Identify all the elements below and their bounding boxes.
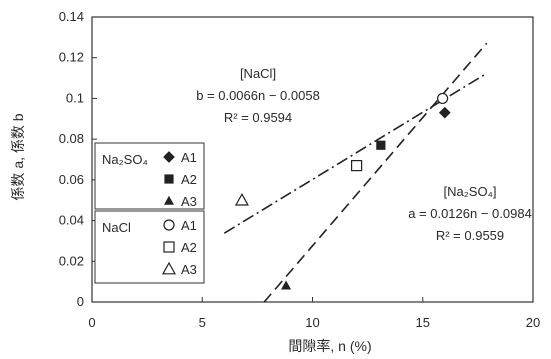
legend-marker <box>161 261 177 275</box>
x-axis-label: 間隙率, n (%) <box>288 338 371 354</box>
legend-marker <box>163 219 175 231</box>
x-tick-label: 20 <box>526 315 540 330</box>
x-tick-label: 15 <box>416 315 430 330</box>
data-point <box>234 192 249 206</box>
data-point <box>281 280 292 290</box>
fit-lines <box>223 42 488 303</box>
legend-marker <box>163 151 175 163</box>
data-point <box>436 92 449 105</box>
y-tick-label: 0.1 <box>66 90 84 105</box>
annotation-na2so4-line: [Na₂SO₄] <box>444 184 497 199</box>
legend-box <box>94 142 205 210</box>
x-tick-label: 0 <box>88 315 95 330</box>
y-tick-label: 0.08 <box>59 131 84 146</box>
annotation-na2so4-line: a = 0.0126n − 0.0984 <box>408 206 532 221</box>
annotation-nacl-line: b = 0.0066n − 0.0058 <box>196 88 320 103</box>
legend-marker <box>163 195 175 205</box>
y-tick-label: 0.04 <box>59 213 84 228</box>
data-points <box>234 92 451 290</box>
y-tick-label: 0.02 <box>59 253 84 268</box>
legend-label: A1 <box>181 150 197 165</box>
ticks: 0 5 10 15 20 0 0.02 0.04 0.06 0.08 0.1 0.12 0.14 <box>59 9 541 330</box>
x-tick-label: 10 <box>305 315 319 330</box>
y-tick-label: 0.12 <box>59 50 84 65</box>
data-point <box>351 160 363 172</box>
data-point <box>376 140 386 150</box>
annotations: [NaCl] b = 0.0066n − 0.0058 R² = 0.9594 [Na… <box>196 66 532 243</box>
y-axis-label: 係数 a, 係数 b <box>10 113 26 200</box>
legend-box <box>94 210 205 284</box>
x-tick-label: 5 <box>199 315 206 330</box>
y-tick-label: 0.06 <box>59 172 84 187</box>
legend-label: A3 <box>181 262 197 277</box>
legend-group-name: NaCl <box>102 220 131 235</box>
legend-label: A2 <box>181 172 197 187</box>
fit-line-na2so4 <box>263 42 488 303</box>
legend-group-name: Na₂SO₄ <box>102 152 148 167</box>
legend: Na₂SO₄ A1 A2 A3 NaCl A1 A2 A3 <box>94 142 205 284</box>
legend-marker <box>163 241 175 253</box>
legend-label: A2 <box>181 240 197 255</box>
legend-label: A3 <box>181 194 197 209</box>
data-point <box>438 106 451 119</box>
annotation-na2so4-line: R² = 0.9559 <box>436 228 504 243</box>
legend-label: A1 <box>181 218 197 233</box>
annotation-nacl-line: R² = 0.9594 <box>224 110 292 125</box>
legend-marker <box>164 174 174 184</box>
y-tick-label: 0.14 <box>59 9 84 24</box>
y-tick-label: 0 <box>77 294 84 309</box>
annotation-nacl-line: [NaCl] <box>240 66 276 81</box>
